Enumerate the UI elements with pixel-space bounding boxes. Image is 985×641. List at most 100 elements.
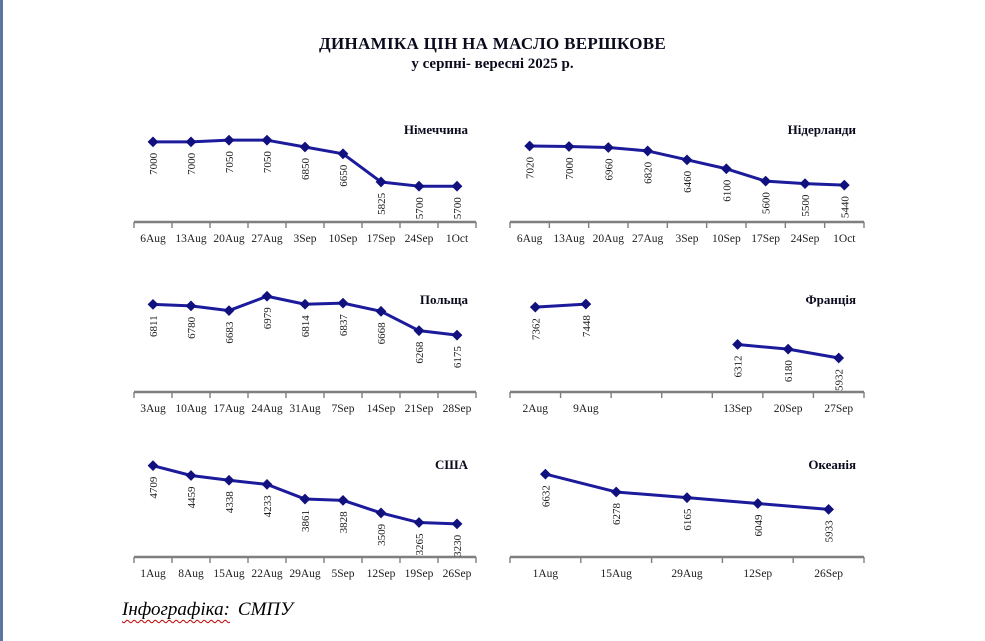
chart-usa-plot: 4709 4459 4338 4233 3861 3828 3509 3265 3230 1Aug… bbox=[133, 460, 477, 580]
x-axis-label: 24Sep bbox=[791, 233, 820, 245]
data-point-label: 7020 bbox=[525, 156, 537, 179]
x-axis-label: 9Aug bbox=[573, 403, 599, 415]
data-point-label: 6979 bbox=[262, 307, 274, 330]
data-point-label: 6460 bbox=[682, 170, 694, 193]
data-point-label: 6049 bbox=[753, 514, 765, 537]
chart-germany: 7000 7000 7050 7050 6850 6650 5825 5700 5700 6Aug… bbox=[130, 108, 484, 273]
chart-france-plot: 7362 7448 6312 6180 5932 2Aug 9Aug 13Sep 20Sep 27… bbox=[509, 298, 865, 415]
x-axis-label: 27Aug bbox=[632, 233, 664, 245]
footer-credit-label: Інфографіка: bbox=[122, 599, 230, 620]
x-axis-label: 27Aug bbox=[251, 233, 283, 245]
data-point-label: 6180 bbox=[783, 360, 795, 383]
data-point-label: 4233 bbox=[262, 495, 274, 518]
data-point-label: 7000 bbox=[148, 152, 160, 175]
page-title: ДИНАМІКА ЦІН НА МАСЛО ВЕРШКОВЕ у серпні-… bbox=[0, 34, 985, 73]
footer-credit-source: СМПУ bbox=[237, 599, 293, 620]
x-axis-label: 20Sep bbox=[774, 403, 803, 415]
data-point-label: 6650 bbox=[338, 164, 350, 187]
x-axis-label: 3Aug bbox=[140, 403, 166, 415]
data-point-label: 5932 bbox=[834, 369, 846, 391]
x-axis-label: 26Sep bbox=[814, 568, 843, 580]
x-axis-label: 1Oct bbox=[833, 233, 856, 245]
x-axis-label: 1Aug bbox=[140, 568, 166, 580]
x-axis-label: 27Sep bbox=[824, 403, 853, 415]
x-axis-label: 17Aug bbox=[213, 403, 245, 415]
data-point-label: 6850 bbox=[300, 157, 312, 180]
chart-usa-title: США bbox=[434, 457, 468, 472]
data-point-label: 5600 bbox=[761, 192, 773, 215]
x-axis-label: 19Sep bbox=[405, 568, 434, 580]
x-axis-label: 10Sep bbox=[329, 233, 358, 245]
data-point-label: 6165 bbox=[682, 508, 694, 531]
x-axis-label: 3Sep bbox=[294, 233, 317, 245]
x-axis-label: 15Aug bbox=[213, 568, 245, 580]
data-point-label: 3265 bbox=[414, 533, 426, 556]
x-axis-label: 6Aug bbox=[140, 233, 166, 245]
data-point-label: 6820 bbox=[643, 161, 655, 184]
x-axis-label: 26Sep bbox=[443, 568, 472, 580]
data-point-label: 7050 bbox=[262, 151, 274, 174]
x-axis-label: 17Sep bbox=[367, 233, 396, 245]
data-point-label: 6268 bbox=[414, 341, 426, 364]
chart-oceania-title: Океанія bbox=[808, 457, 856, 472]
chart-netherlands: 7020 7000 6960 6820 6460 6100 5600 5500 5440 6Aug… bbox=[506, 108, 872, 273]
data-point-label: 4459 bbox=[186, 486, 198, 509]
data-point-label: 6837 bbox=[338, 314, 350, 337]
x-axis-label: 20Aug bbox=[593, 233, 625, 245]
x-axis-label: 6Aug bbox=[517, 233, 543, 245]
data-point-label: 4709 bbox=[148, 476, 160, 499]
data-point-label: 6960 bbox=[603, 158, 615, 181]
data-point-label: 5440 bbox=[839, 196, 851, 219]
page-title-line1: ДИНАМІКА ЦІН НА МАСЛО ВЕРШКОВЕ bbox=[319, 34, 666, 53]
data-point-label: 6668 bbox=[376, 322, 388, 345]
chart-poland: 6811 6780 6683 6979 6814 6837 6668 6268 6175 3Aug… bbox=[130, 278, 484, 443]
footer-credit: Інфографіка: СМПУ bbox=[122, 599, 293, 621]
data-point-label: 5500 bbox=[800, 194, 812, 217]
x-axis-label: 24Sep bbox=[405, 233, 434, 245]
data-point-label: 6780 bbox=[186, 316, 198, 339]
x-axis-label: 8Aug bbox=[178, 568, 204, 580]
x-axis-label: 10Aug bbox=[175, 403, 207, 415]
chart-oceania-plot: 6632 6278 6165 6049 5933 1Aug 15Aug 29Aug 12Sep 2… bbox=[509, 468, 865, 580]
x-axis-label: 13Sep bbox=[723, 403, 752, 415]
chart-france: 7362 7448 6312 6180 5932 2Aug 9Aug 13Sep 20Sep 27… bbox=[506, 278, 872, 443]
data-point-label: 7050 bbox=[224, 151, 236, 174]
x-axis-label: 3Sep bbox=[676, 233, 699, 245]
chart-netherlands-title: Нідерланди bbox=[787, 122, 856, 137]
data-point-label: 6312 bbox=[733, 355, 745, 377]
data-point-label: 5933 bbox=[824, 520, 836, 543]
x-axis-label: 17Sep bbox=[751, 233, 780, 245]
x-axis-label: 28Sep bbox=[443, 403, 472, 415]
x-axis-label: 10Sep bbox=[712, 233, 741, 245]
chart-france-title: Франція bbox=[805, 292, 856, 307]
data-point-label: 3509 bbox=[376, 523, 388, 546]
x-axis-label: 24Aug bbox=[251, 403, 283, 415]
page-edge bbox=[0, 0, 3, 641]
chart-usa: 4709 4459 4338 4233 3861 3828 3509 3265 3230 1Aug… bbox=[130, 443, 484, 608]
x-axis-label: 1Aug bbox=[533, 568, 559, 580]
chart-netherlands-plot: 7020 7000 6960 6820 6460 6100 5600 5500 5440 6Aug… bbox=[509, 140, 865, 245]
data-point-label: 6683 bbox=[224, 321, 236, 344]
data-point-label: 3230 bbox=[452, 534, 464, 557]
x-axis-label: 31Aug bbox=[289, 403, 321, 415]
data-point-label: 6632 bbox=[540, 485, 552, 507]
x-axis-label: 14Sep bbox=[367, 403, 396, 415]
data-point-label: 7362 bbox=[530, 318, 542, 340]
chart-germany-title: Німеччина bbox=[403, 122, 468, 137]
x-axis-label: 5Sep bbox=[332, 568, 355, 580]
data-point-label: 6814 bbox=[300, 315, 312, 338]
data-point-label: 4338 bbox=[224, 491, 236, 514]
chart-poland-plot: 6811 6780 6683 6979 6814 6837 6668 6268 6175 3Aug… bbox=[133, 290, 477, 415]
x-axis-label: 13Aug bbox=[175, 233, 207, 245]
x-axis-label: 2Aug bbox=[523, 403, 549, 415]
data-point-label: 6175 bbox=[452, 346, 464, 369]
data-point-label: 5700 bbox=[452, 197, 464, 220]
x-axis-label: 29Aug bbox=[289, 568, 321, 580]
x-axis-label: 12Sep bbox=[367, 568, 396, 580]
data-point-label: 7000 bbox=[564, 157, 576, 180]
data-point-label: 6100 bbox=[721, 179, 733, 202]
x-axis-label: 20Aug bbox=[213, 233, 245, 245]
chart-oceania: 6632 6278 6165 6049 5933 1Aug 15Aug 29Aug 12Sep 2… bbox=[506, 443, 872, 608]
x-axis-label: 7Sep bbox=[332, 403, 355, 415]
chart-poland-title: Польща bbox=[419, 292, 468, 307]
